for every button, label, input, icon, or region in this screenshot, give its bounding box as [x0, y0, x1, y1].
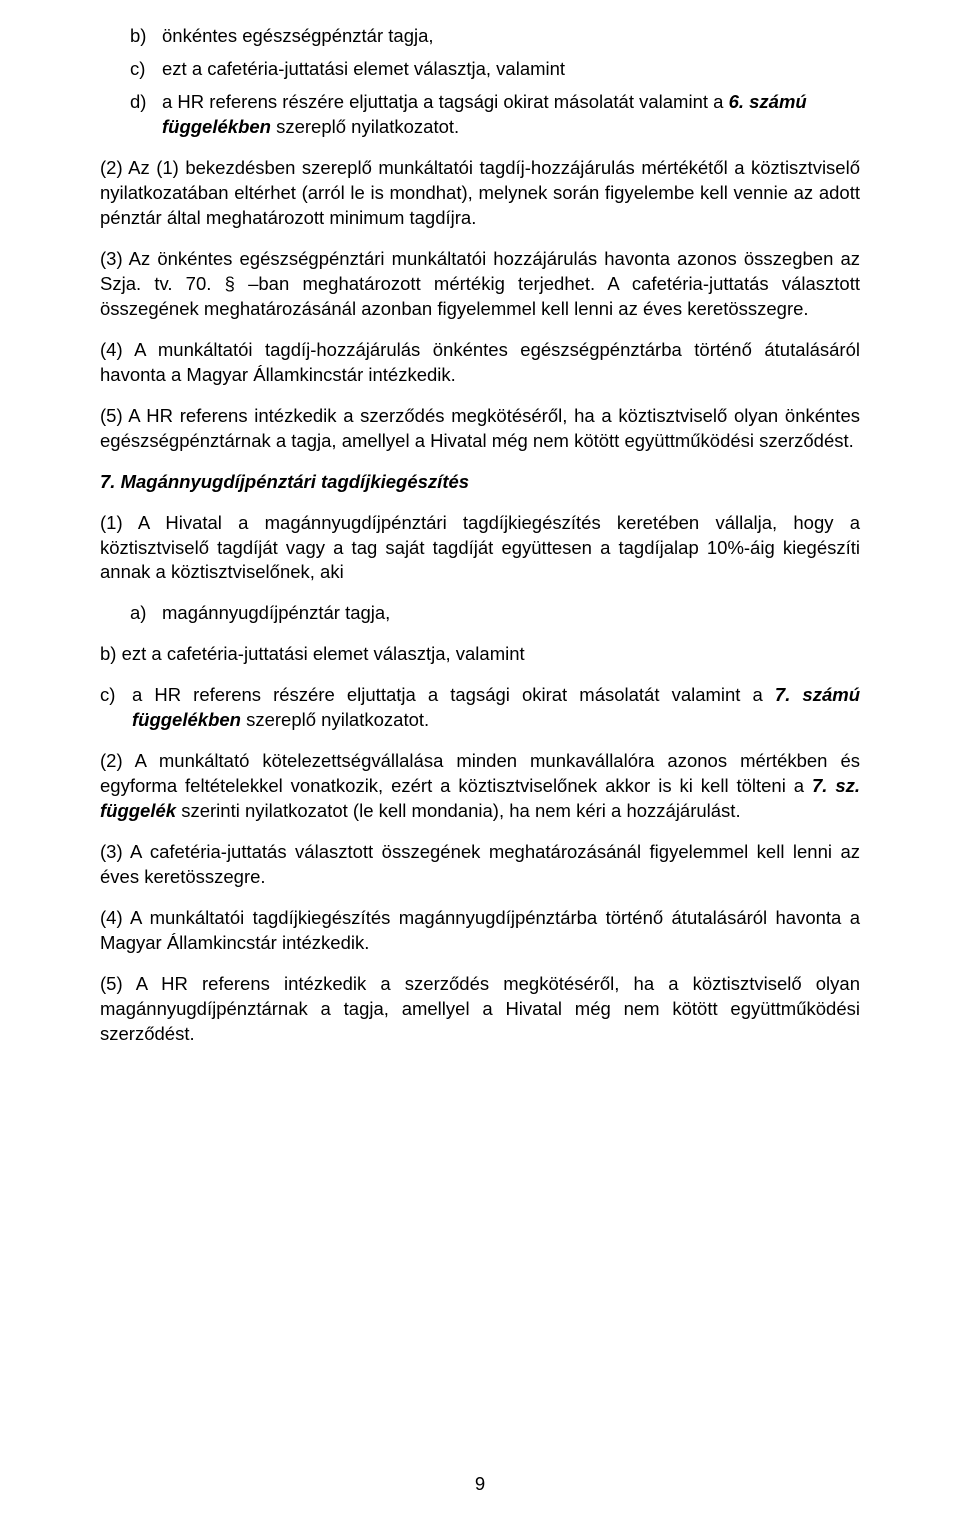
section7-list-c: c) a HR referens részére eljuttatja a ta… — [100, 683, 860, 733]
text-suffix: szereplő nyilatkozatot. — [271, 116, 459, 137]
section7-list: a) magánnyugdíjpénztár tagja, — [100, 601, 860, 626]
section6-list: b) önkéntes egészségpénztár tagja, c) ez… — [100, 24, 860, 140]
list-text: a HR referens részére eljuttatja a tagsá… — [132, 683, 860, 733]
text-suffix: szerinti nyilatkozatot (le kell mondania… — [176, 800, 741, 821]
paragraph: (5) A HR referens intézkedik a szerződés… — [100, 404, 860, 454]
list-marker: b) — [130, 24, 162, 49]
page: b) önkéntes egészségpénztár tagja, c) ez… — [0, 0, 960, 1515]
paragraph: (4) A munkáltatói tagdíjkiegészítés magá… — [100, 906, 860, 956]
paragraph: (3) A cafetéria-juttatás választott össz… — [100, 840, 860, 890]
list-text: önkéntes egészségpénztár tagja, — [162, 24, 860, 49]
text-prefix: a HR referens részére eljuttatja a tagsá… — [132, 684, 775, 705]
text-suffix: szereplő nyilatkozatot. — [241, 709, 429, 730]
list-marker: c) — [100, 683, 132, 733]
heading-7: 7. Magánnyugdíjpénztári tagdíjkiegészíté… — [100, 470, 860, 495]
list-item: a) magánnyugdíjpénztár tagja, — [130, 601, 860, 626]
paragraph: (2) Az (1) bekezdésben szereplő munkálta… — [100, 156, 860, 231]
list-text: a HR referens részére eljuttatja a tagsá… — [162, 90, 860, 140]
list-item: c) ezt a cafetéria-juttatási elemet vála… — [130, 57, 860, 82]
paragraph: (5) A HR referens intézkedik a szerződés… — [100, 972, 860, 1047]
list-marker: c) — [130, 57, 162, 82]
text-prefix: a HR referens részére eljuttatja a tagsá… — [162, 91, 729, 112]
list-marker: a) — [130, 601, 162, 626]
list-item: d) a HR referens részére eljuttatja a ta… — [130, 90, 860, 140]
list-text: ezt a cafetéria-juttatási elemet választ… — [162, 57, 860, 82]
text-prefix: (2) A munkáltató kötelezettségvállalása … — [100, 750, 860, 796]
paragraph: (3) Az önkéntes egészségpénztári munkált… — [100, 247, 860, 322]
list-item: c) a HR referens részére eljuttatja a ta… — [100, 683, 860, 733]
list-item: b) önkéntes egészségpénztár tagja, — [130, 24, 860, 49]
list-marker: d) — [130, 90, 162, 140]
paragraph: (4) A munkáltatói tagdíj-hozzájárulás ön… — [100, 338, 860, 388]
paragraph: b) ezt a cafetéria-juttatási elemet vála… — [100, 642, 860, 667]
list-text: magánnyugdíjpénztár tagja, — [162, 601, 860, 626]
page-number: 9 — [0, 1473, 960, 1495]
paragraph: (1) A Hivatal a magánnyugdíjpénztári tag… — [100, 511, 860, 586]
paragraph: (2) A munkáltató kötelezettségvállalása … — [100, 749, 860, 824]
